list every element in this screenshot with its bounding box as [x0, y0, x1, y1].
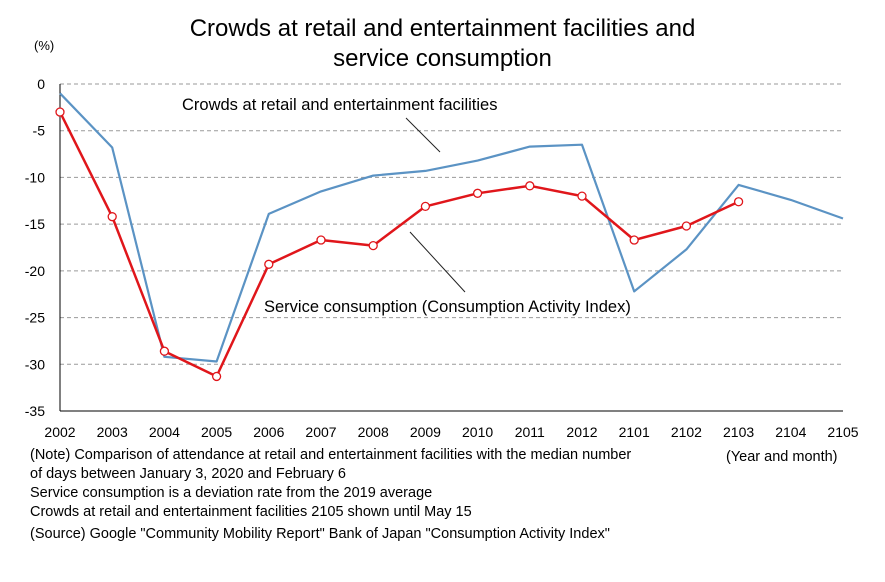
note-line-2: of days between January 3, 2020 and Febr…: [30, 466, 346, 482]
x-tick-label: 2004: [149, 424, 180, 440]
x-tick-label: 2103: [723, 424, 754, 440]
service-consumption-point: [368, 240, 378, 251]
x-tick-label: 2105: [827, 424, 858, 440]
chart-title-line-1: Crowds at retail and entertainment facil…: [189, 15, 696, 42]
x-tick-label: 2011: [515, 424, 545, 440]
chart-notes: (Note) Comparison of attendance at retai…: [30, 446, 631, 544]
x-tick-label: 2003: [97, 424, 128, 440]
note-line-4: Crowds at retail and entertainment facil…: [30, 504, 472, 520]
x-tick-label: 2102: [671, 424, 702, 440]
y-tick-label: -10: [25, 169, 45, 185]
x-axis-unit: (Year and month): [726, 449, 838, 465]
line-chart: (%) 0 -5 -10 -15 -20 -25 -30 -35 2002 2003 2004 2005…: [25, 38, 859, 440]
service-consumption-point: [733, 197, 744, 207]
x-tick-label: 2005: [201, 424, 232, 440]
source-line: (Source) Google "Community Mobility Repo…: [30, 526, 610, 542]
crowds-label-leader: [405, 117, 441, 153]
x-tick-label: 2012: [566, 424, 597, 440]
y-tick-label: -20: [25, 263, 45, 279]
x-tick-label: 2002: [44, 424, 75, 440]
y-tick-label: -15: [25, 216, 45, 232]
service-consumption-point: [420, 201, 431, 212]
service-consumption-point: [316, 235, 326, 245]
service-consumption-point: [211, 371, 222, 382]
x-tick-label: 2101: [619, 424, 650, 440]
service-consumption-point: [472, 188, 483, 198]
service-consumption-point: [629, 235, 639, 245]
service-consumption-series-line: [58, 111, 740, 378]
x-tick-label: 2007: [305, 424, 336, 440]
x-tick-label: 2008: [358, 424, 389, 440]
service-consumption-point: [525, 181, 535, 191]
y-axis-unit: (%): [34, 38, 54, 53]
x-tick-label: 2006: [253, 424, 284, 440]
note-line-1: (Note) Comparison of attendance at retai…: [30, 447, 632, 463]
service-consumption-point: [107, 212, 117, 222]
crowds-series-label: Crowds at retail and entertainment facil…: [182, 96, 497, 114]
service-consumption-point: [264, 259, 274, 269]
y-tick-label: -35: [25, 403, 45, 419]
service-consumption-point: [577, 191, 587, 201]
y-tick-label: 0: [37, 76, 45, 92]
x-tick-label: 2104: [775, 424, 806, 440]
crowds-series-line: [59, 92, 844, 363]
service-label-leader: [409, 231, 466, 293]
chart-title: Crowds at retail and entertainment facil…: [0, 14, 885, 74]
service-consumption-point: [159, 346, 170, 356]
service-consumption-point: [55, 107, 65, 117]
y-tick-label: -30: [25, 356, 45, 372]
x-tick-label: 2010: [462, 424, 493, 440]
note-line-3: Service consumption is a deviation rate …: [30, 485, 433, 501]
y-tick-label: -5: [33, 123, 46, 139]
y-tick-label: -25: [25, 310, 45, 326]
x-tick-label: 2009: [410, 424, 441, 440]
service-consumption-series-label: Service consumption (Consumption Activit…: [264, 298, 631, 316]
service-consumption-point: [681, 221, 692, 231]
chart-title-line-2: service consumption: [333, 45, 552, 72]
